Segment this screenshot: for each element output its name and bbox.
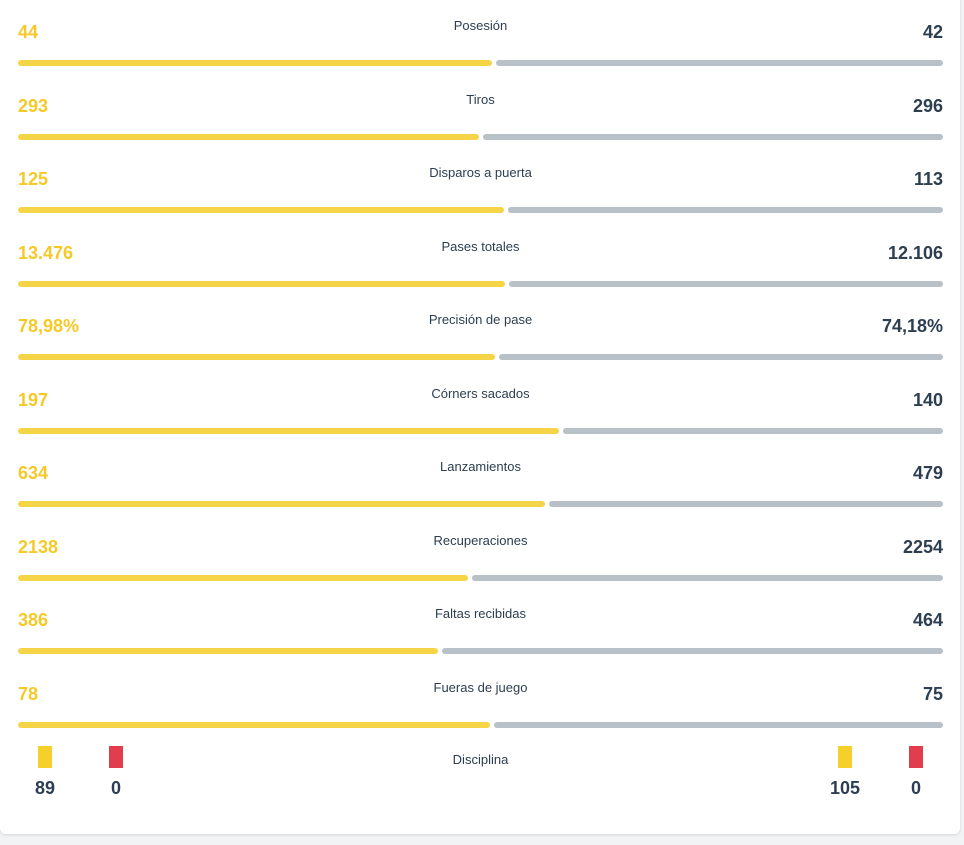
away-value: 75 [922, 683, 943, 704]
comparison-bar [18, 721, 943, 728]
stat-label: Pases totales [441, 238, 520, 254]
away-bar [563, 427, 943, 434]
comparison-bar [18, 574, 943, 581]
stat-row: 634 Lanzamientos 479 [18, 449, 943, 509]
away-value: 42 [922, 22, 943, 42]
stat-row: 78,98% Precisión de pase 74,18% [18, 302, 943, 362]
stat-label: Tiros [466, 91, 495, 107]
away-value: 12.106 [887, 242, 943, 263]
away-value: 113 [913, 169, 943, 189]
home-yellow-count: 89 [34, 778, 56, 798]
comparison-bar [18, 501, 943, 507]
away-value: 296 [912, 95, 943, 116]
stat-row: 78 Fueras de juego 75 [18, 670, 943, 730]
away-bar [549, 501, 943, 507]
away-bar [472, 574, 943, 581]
away-bar [482, 133, 943, 140]
stat-row: 125 Disparos a puerta 113 [18, 155, 943, 215]
red-card-icon [109, 746, 123, 768]
yellow-card-icon [838, 746, 852, 768]
home-bar [18, 133, 479, 140]
stat-label: Córners sacados [431, 385, 530, 401]
home-value: 386 [18, 610, 49, 630]
stat-label: Lanzamientos [440, 459, 521, 474]
home-value: 13.476 [18, 242, 74, 263]
home-value: 44 [18, 22, 39, 42]
comparison-bar [18, 207, 943, 213]
home-bar [18, 354, 496, 360]
home-value: 293 [18, 95, 49, 116]
comparison-bar [18, 648, 943, 654]
stat-label: Precisión de pase [428, 312, 533, 327]
away-bar [493, 721, 943, 728]
home-value: 78 [18, 683, 39, 704]
home-value: 125 [18, 169, 49, 189]
red-card-icon [909, 746, 923, 768]
away-value: 140 [912, 389, 943, 410]
stat-row: 197 Córners sacados 140 [18, 376, 943, 436]
comparison-bar [18, 60, 943, 66]
home-value: 78,98% [18, 316, 80, 336]
stat-label: Posesión [453, 18, 508, 33]
away-bar [509, 280, 943, 287]
stat-row: 44 Posesión 42 [18, 8, 943, 68]
stat-row: 293 Tiros 296 [18, 82, 943, 142]
away-yellow-count: 105 [829, 778, 861, 798]
away-value: 464 [912, 610, 943, 630]
discipline-row: 89 0 Disciplina 105 0 [18, 746, 943, 806]
away-value: 479 [912, 463, 943, 483]
stat-label: Recuperaciones [433, 532, 528, 548]
stat-row: 13.476 Pases totales 12.106 [18, 229, 943, 289]
stat-label: Faltas recibidas [434, 606, 527, 621]
home-value: 197 [18, 389, 49, 410]
home-bar [18, 648, 438, 654]
home-bar [18, 574, 469, 581]
discipline-label: Disciplina [452, 752, 509, 767]
away-value: 2254 [902, 536, 943, 557]
comparison-bar [18, 280, 943, 287]
away-red-count: 0 [910, 778, 921, 798]
stat-row: 2138 Recuperaciones 2254 [18, 523, 943, 583]
home-bar [18, 501, 546, 507]
away-bar [495, 60, 943, 66]
comparison-bar [18, 354, 943, 360]
home-value: 634 [18, 463, 49, 483]
home-bar [18, 280, 506, 287]
yellow-card-icon [38, 746, 52, 768]
home-value: 2138 [18, 536, 59, 557]
comparison-bar [18, 427, 943, 434]
away-bar [507, 207, 943, 213]
home-bar [18, 207, 504, 213]
away-bar [499, 354, 943, 360]
away-value: 74,18% [881, 316, 943, 336]
away-bar [441, 648, 943, 654]
home-bar [18, 427, 560, 434]
stat-label: Fueras de juego [433, 679, 528, 695]
stat-row: 386 Faltas recibidas 464 [18, 596, 943, 656]
comparison-bar [18, 133, 943, 140]
home-bar [18, 721, 490, 728]
home-red-count: 0 [110, 778, 121, 798]
home-bar [18, 60, 492, 66]
stat-label: Disparos a puerta [429, 165, 532, 180]
